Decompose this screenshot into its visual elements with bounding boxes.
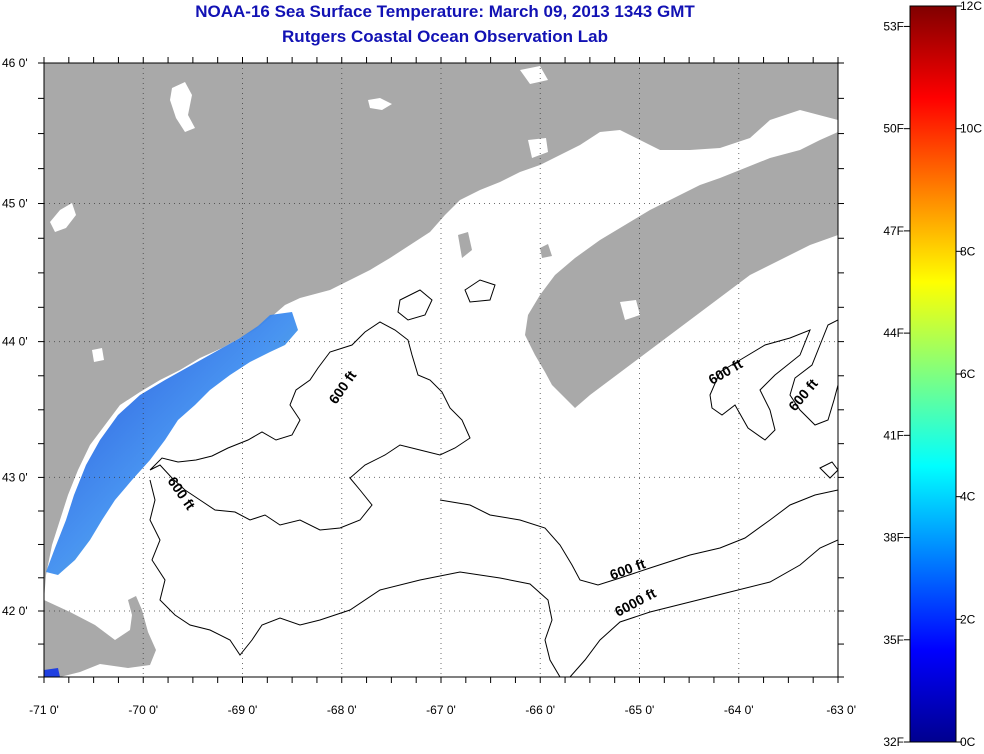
colorbar-f-label: 50F <box>883 122 904 136</box>
contour-600ft <box>397 289 433 321</box>
cape-cod-land <box>44 596 156 677</box>
colorbar-c-label: 0C <box>960 735 976 749</box>
lake <box>92 348 104 362</box>
colorbar <box>909 5 957 743</box>
contour-600ft <box>709 329 811 441</box>
latitude-label: 44 0' <box>2 335 28 349</box>
latitude-label: 43 0' <box>2 470 28 484</box>
colorbar-f-label: 35F <box>883 633 904 647</box>
lake <box>170 82 195 132</box>
contour-600ft <box>789 319 838 426</box>
lake <box>368 98 392 110</box>
nova-scotia-land <box>525 132 838 408</box>
colorbar-fahrenheit-labels: 53F 50F 47F 44F 41F 38F 35F 32F <box>883 19 904 749</box>
colorbar-c-label: 10C <box>960 122 982 136</box>
mainland-land <box>44 63 838 600</box>
longitude-label: -70 0' <box>128 703 158 717</box>
colorbar-f-label: 44F <box>883 326 904 340</box>
colorbar-c-label: 12C <box>960 0 982 13</box>
colorbar-f-label: 32F <box>883 735 904 749</box>
latitude-label: 42 0' <box>2 604 28 618</box>
lake <box>50 203 76 232</box>
island-land <box>458 232 472 258</box>
colorbar-c-label: 8C <box>960 244 976 258</box>
axis-ticks <box>38 57 844 683</box>
longitude-label: -67 0' <box>426 703 456 717</box>
latitude-label: 46 0' <box>2 56 28 70</box>
colorbar-c-label: 6C <box>960 367 976 381</box>
latitude-labels: 46 0' 45 0' 44 0' 43 0' 42 0' <box>2 56 28 618</box>
longitude-label: -64 0' <box>724 703 754 717</box>
colorbar-f-label: 38F <box>883 531 904 545</box>
longitude-label: -68 0' <box>327 703 357 717</box>
colorbar-f-label: 47F <box>883 224 904 238</box>
longitude-label: -71 0' <box>29 703 59 717</box>
lake <box>520 66 548 84</box>
colorbar-c-label: 4C <box>960 490 976 504</box>
colorbar-c-label: 2C <box>960 612 976 626</box>
longitude-label: -65 0' <box>625 703 655 717</box>
colorbar-f-label: 53F <box>883 19 904 33</box>
island-land <box>540 244 552 258</box>
contour-600ft <box>149 479 561 677</box>
colorbar-fahrenheit-ticks <box>904 5 962 743</box>
map-subtitle: Rutgers Coastal Ocean Observation Lab <box>282 27 608 46</box>
longitude-label: -69 0' <box>228 703 258 717</box>
colorbar-celsius-labels: 12C 10C 8C 6C 4C 2C 0C <box>960 0 982 749</box>
longitude-label: -63 0' <box>826 703 856 717</box>
sst-coverage <box>46 312 298 575</box>
contour-600ft <box>149 321 471 531</box>
lake <box>620 300 640 320</box>
latitude-label: 45 0' <box>2 197 28 211</box>
bathymetry-contours <box>149 279 838 677</box>
longitude-label: -66 0' <box>525 703 555 717</box>
longitude-labels: -71 0' -70 0' -69 0' -68 0' -67 0' -66 0' -65 … <box>29 703 856 717</box>
contour-600ft <box>439 489 838 586</box>
colorbar-f-label: 41F <box>883 428 904 442</box>
contour-6000ft <box>569 539 838 677</box>
map-title: NOAA-16 Sea Surface Temperature: March 0… <box>195 2 695 21</box>
lake <box>528 138 548 158</box>
contour-600ft <box>819 461 838 479</box>
contour-600ft <box>464 279 496 303</box>
sst-coverage <box>44 668 60 677</box>
